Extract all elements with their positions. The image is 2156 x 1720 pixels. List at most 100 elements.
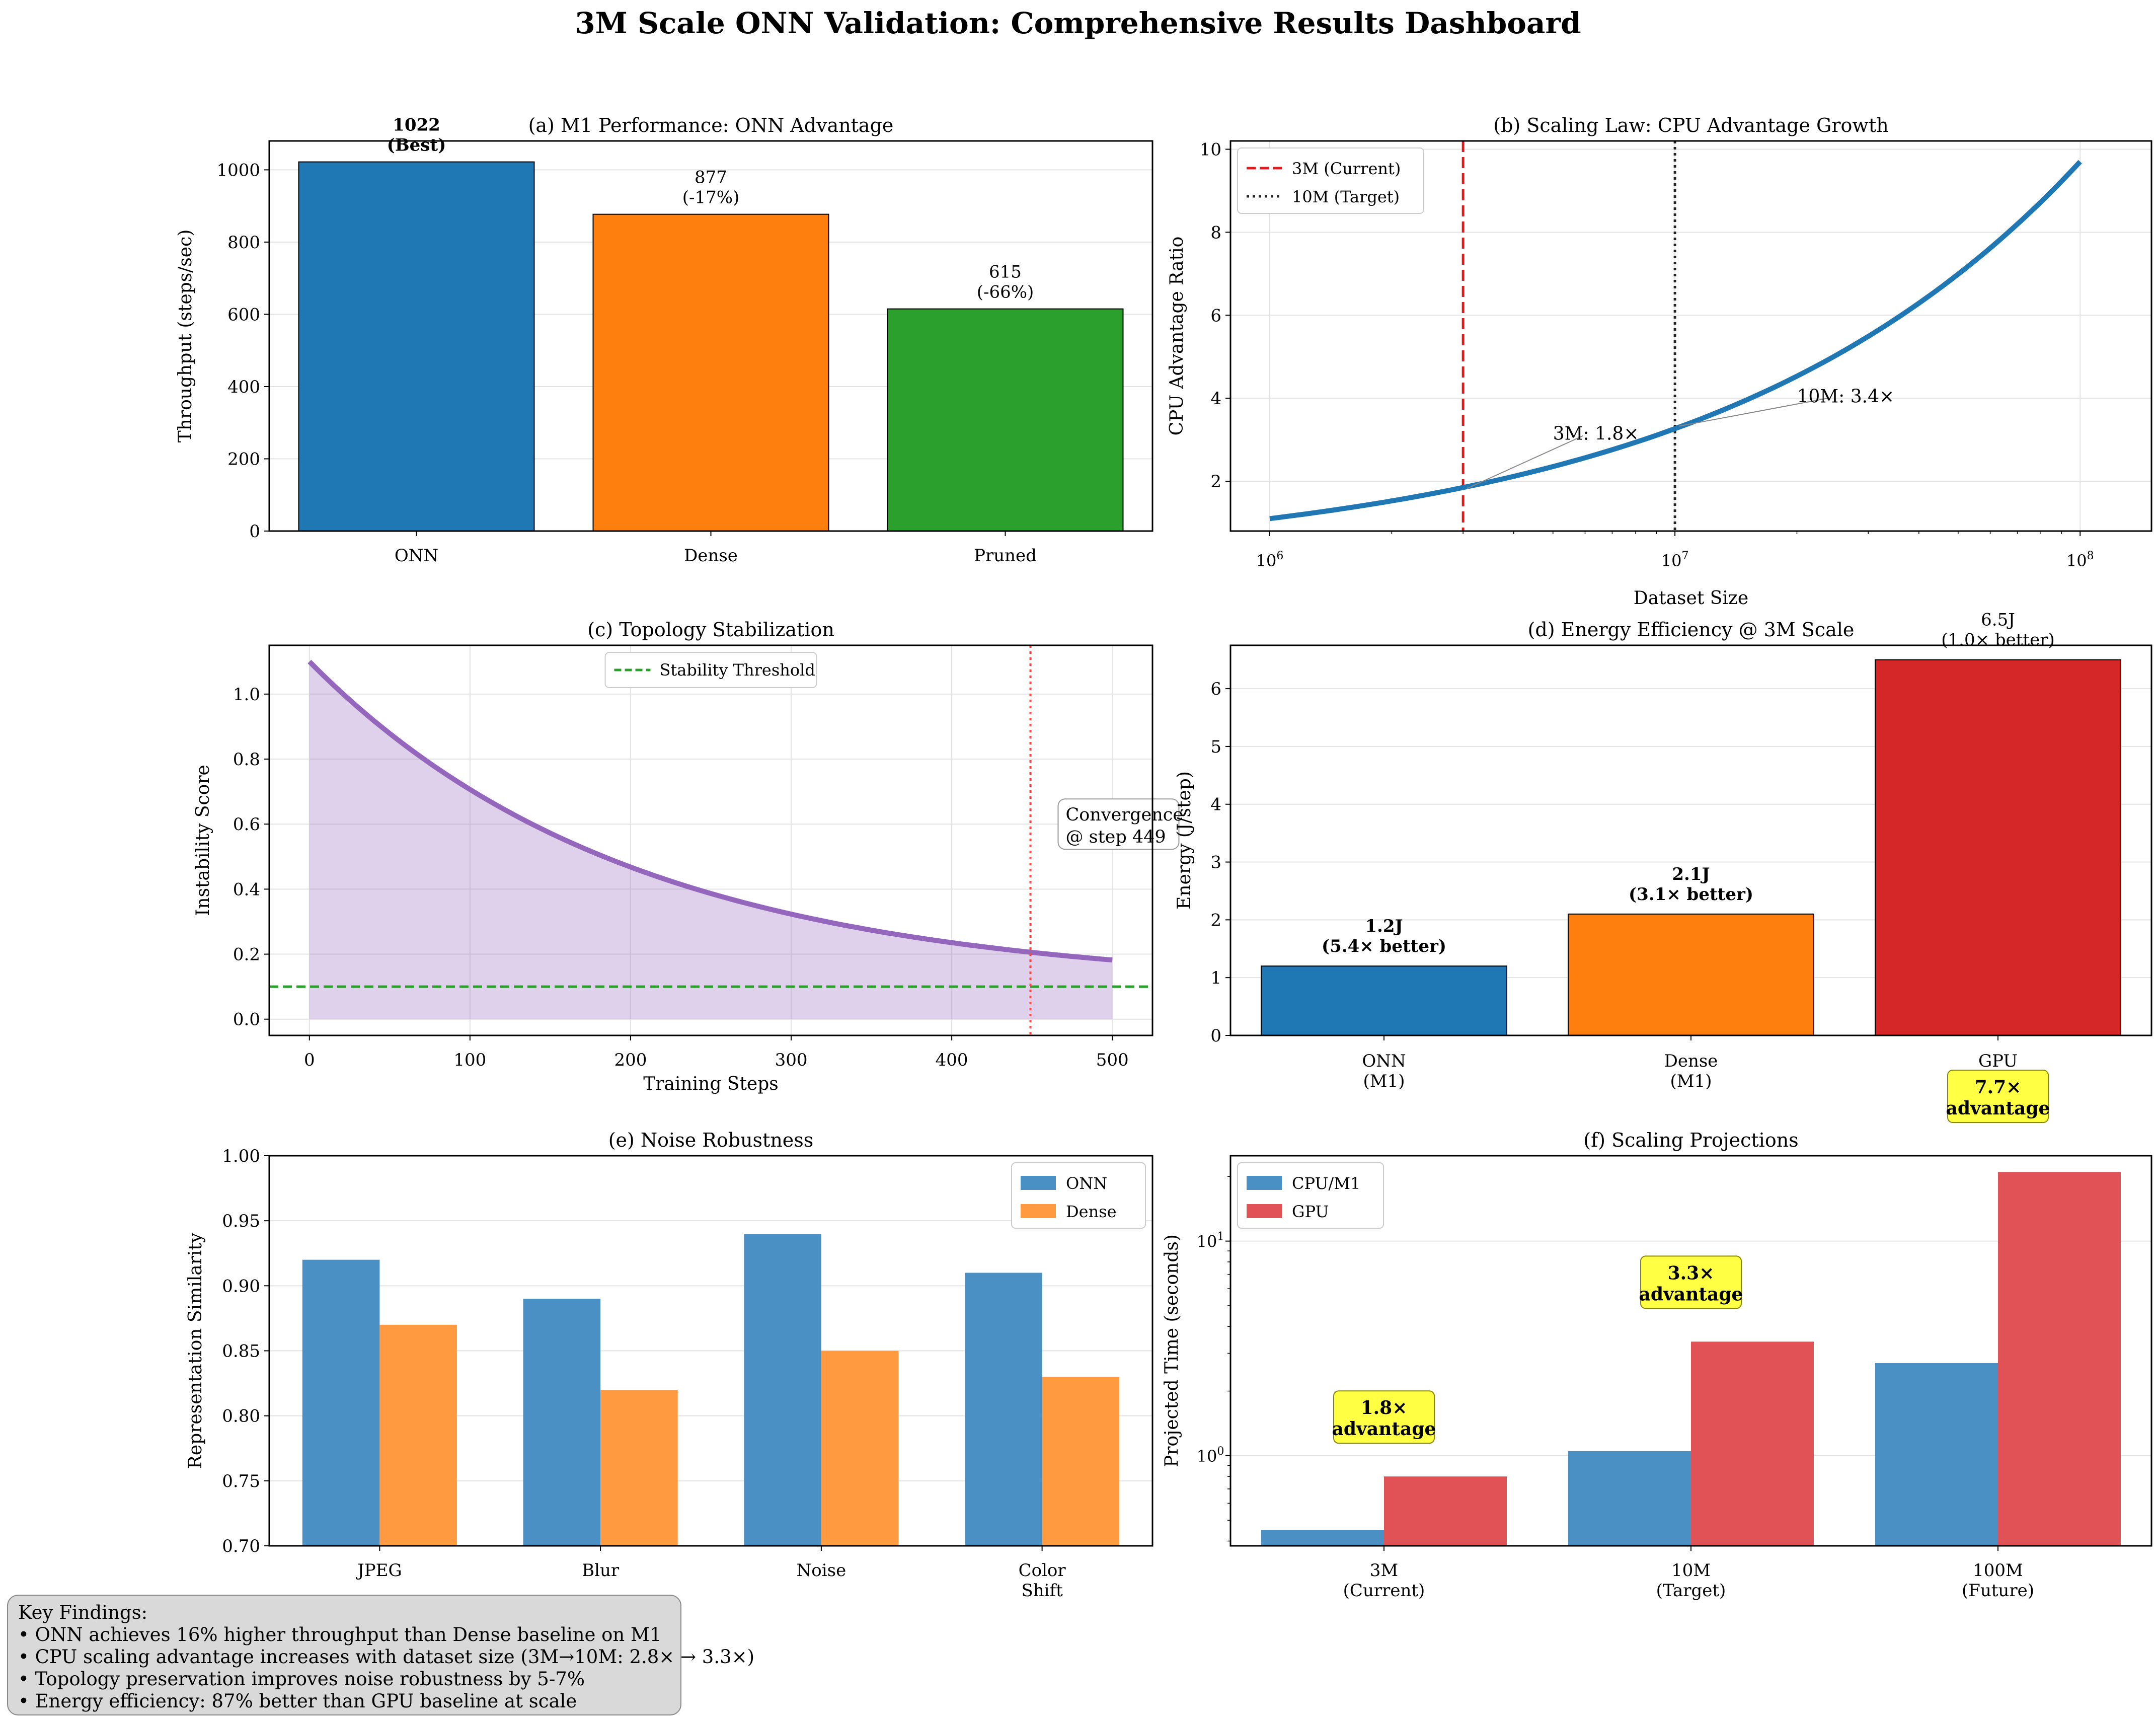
x-axis-label: Training Steps <box>643 1074 779 1094</box>
x-tick-label: 106 <box>1256 550 1284 570</box>
bar-value-label: 1.2J <box>1365 916 1403 936</box>
annotation-label: 10M: 3.4× <box>1797 386 1894 407</box>
chart-title-e: (e) Noise Robustness <box>608 1129 814 1151</box>
annotation-arrow <box>1467 435 1584 489</box>
y-tick-label: 0 <box>249 521 260 542</box>
plot-frame <box>1229 140 2152 532</box>
x-tick-label: 0 <box>304 1050 315 1070</box>
y-tick-label: 6 <box>1210 679 1221 699</box>
bar-dense <box>592 213 829 532</box>
y-tick-label: 0.4 <box>233 879 260 900</box>
y-tick-label: 200 <box>227 449 260 469</box>
y-tick-label: 100 <box>1197 1445 1224 1466</box>
bar-gpu <box>1691 1341 1814 1546</box>
chart-title-c: (c) Topology Stabilization <box>587 619 834 641</box>
plot-frame <box>268 644 1153 1036</box>
y-tick-label: 0.75 <box>222 1471 260 1491</box>
advantage-badge-label: 3.3× <box>1668 1262 1715 1284</box>
x-tick-label: 10M <box>1671 1560 1711 1581</box>
x-tick-label: Dense <box>684 546 738 566</box>
chart-title-f: (f) Scaling Projections <box>1583 1129 1798 1151</box>
bar-value-label: 615 <box>989 262 1022 282</box>
y-tick-label: 4 <box>1210 389 1221 409</box>
plot-frame <box>268 1155 1153 1547</box>
legend-swatch <box>1247 1204 1282 1218</box>
y-tick-label: 800 <box>227 233 260 253</box>
x-tick-label: (M1) <box>1363 1071 1405 1091</box>
advantage-badge-label: advantage <box>1332 1418 1436 1440</box>
bar-onn <box>965 1273 1042 1546</box>
bar-gpu <box>1384 1476 1507 1546</box>
bar-gpu <box>1875 659 2121 1036</box>
x-tick-label: (Target) <box>1656 1581 1726 1601</box>
x-tick-label: (Current) <box>1343 1581 1425 1601</box>
bar-cpu-m1 <box>1568 1451 1691 1546</box>
y-axis-label: Projected Time (seconds) <box>1162 1234 1182 1467</box>
y-tick-label: 0.85 <box>222 1341 260 1362</box>
y-tick-label: 1 <box>1210 968 1221 988</box>
y-axis-label: Energy (J/step) <box>1174 771 1195 910</box>
y-tick-label: 2 <box>1210 472 1221 492</box>
x-tick-label: 400 <box>936 1050 968 1070</box>
legend-label: GPU <box>1292 1202 1329 1221</box>
convergence-note-label: @ step 449 <box>1065 827 1166 847</box>
x-tick-label: (M1) <box>1670 1071 1712 1091</box>
advantage-badge <box>1947 1070 2049 1123</box>
legend-swatch <box>1021 1204 1056 1218</box>
x-tick-label: 100 <box>453 1050 486 1070</box>
y-axis-label: Throughput (steps/sec) <box>175 230 196 443</box>
bar-dense <box>821 1351 899 1546</box>
x-tick-label: Shift <box>1021 1581 1063 1601</box>
finding-item: • Energy efficiency: 87% better than GPU… <box>18 1690 577 1712</box>
y-axis-label: CPU Advantage Ratio <box>1167 237 1187 436</box>
y-tick-label: 4 <box>1210 795 1221 815</box>
legend-swatch <box>1247 1176 1282 1190</box>
legend-label: Dense <box>1066 1202 1117 1221</box>
bar-value-label: (3.1× better) <box>1629 884 1753 905</box>
y-tick-label: 8 <box>1210 222 1221 243</box>
advantage-badge <box>1640 1255 1742 1309</box>
x-tick-label: 3M <box>1370 1560 1398 1581</box>
advantage-badge-label: 7.7× <box>1975 1077 2022 1098</box>
y-tick-label: 101 <box>1197 1231 1224 1251</box>
y-tick-label: 400 <box>227 377 260 397</box>
bar-dense <box>1042 1377 1120 1546</box>
bar-onn <box>744 1234 821 1546</box>
y-tick-label: 0 <box>1210 1026 1221 1046</box>
instability-curve <box>307 659 1113 963</box>
y-tick-label: 0.8 <box>233 750 260 770</box>
y-tick-label: 600 <box>227 305 260 325</box>
x-tick-label: ONN <box>1362 1051 1406 1071</box>
convergence-note-label: Convergence <box>1065 805 1183 825</box>
bar-value-label: 6.5J <box>1981 610 2015 630</box>
advantage-badge-label: 1.8× <box>1361 1397 1408 1418</box>
bar-dense <box>600 1390 678 1546</box>
bar-onn <box>298 161 535 532</box>
bar-pruned <box>887 308 1124 532</box>
finding-item: • ONN achieves 16% higher throughput tha… <box>18 1624 662 1646</box>
advantage-badge-label: advantage <box>1946 1098 2050 1119</box>
bar-dense <box>379 1324 457 1546</box>
annotation-label: 3M: 1.8× <box>1553 424 1639 444</box>
legend-label: CPU/M1 <box>1292 1174 1360 1193</box>
legend-label: Stability Threshold <box>660 660 815 680</box>
bar-cpu-m1 <box>1261 1530 1384 1546</box>
y-tick-label: 6 <box>1210 306 1221 326</box>
x-tick-label: GPU <box>1978 1051 2018 1071</box>
x-tick-label: 107 <box>1661 550 1689 570</box>
y-tick-label: 0.70 <box>222 1536 260 1556</box>
x-tick-label: 100M <box>1973 1560 2023 1581</box>
x-tick-label: Dense <box>1664 1051 1718 1071</box>
x-tick-label: 108 <box>2066 550 2094 570</box>
y-tick-label: 0.2 <box>233 945 260 965</box>
instability-area <box>309 661 1113 1019</box>
advantage-badge <box>1333 1390 1435 1444</box>
y-tick-label: 1.00 <box>222 1146 260 1166</box>
bar-onn <box>1261 965 1507 1036</box>
cpu-advantage-curve <box>1269 160 2082 521</box>
bar-value-label: (-17%) <box>682 188 740 208</box>
x-axis-label: Dataset Size <box>1634 588 1748 609</box>
convergence-note-box <box>1057 798 1180 850</box>
legend-box <box>1237 147 1424 214</box>
